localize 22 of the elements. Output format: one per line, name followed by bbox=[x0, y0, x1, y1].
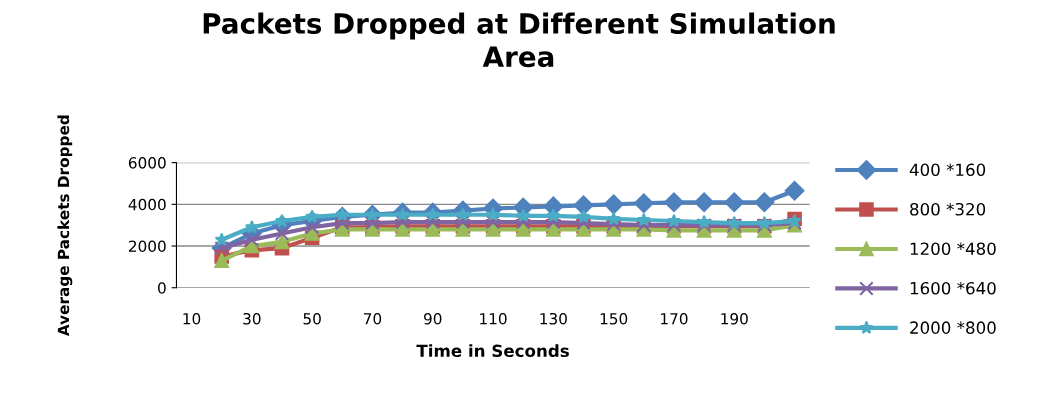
x-tick-label: 10 bbox=[183, 313, 201, 325]
legend-label: 1200 *480 bbox=[910, 242, 996, 256]
x-tick-label: 50 bbox=[303, 313, 321, 325]
x-tick-label: 130 bbox=[540, 313, 567, 325]
x-tick-label: 30 bbox=[243, 313, 261, 325]
legend-label: 800 *320 bbox=[910, 202, 986, 216]
x-tick-label: 110 bbox=[480, 313, 507, 325]
x-tick-label: 150 bbox=[600, 313, 628, 325]
x-tick-label: 90 bbox=[423, 313, 442, 325]
y-tick-label: 2000 bbox=[128, 240, 166, 253]
y-axis-title: Average Packets Dropped bbox=[57, 115, 73, 337]
x-tick-label: 190 bbox=[721, 313, 748, 325]
legend-label: 400 *160 bbox=[909, 163, 986, 177]
x-tick-label: 70 bbox=[363, 313, 382, 325]
x-axis-title: Time in Seconds bbox=[416, 344, 569, 358]
chart-title: Packets Dropped at Different Simulation Area bbox=[203, 12, 835, 68]
y-tick-label: 6000 bbox=[128, 157, 166, 169]
x-tick-label: 170 bbox=[661, 313, 688, 325]
y-tick-label: 4000 bbox=[128, 198, 166, 211]
legend-label: 2000 *800 bbox=[910, 321, 996, 334]
legend-label: 1600 *640 bbox=[910, 281, 996, 295]
y-tick-label: 0 bbox=[158, 282, 166, 294]
